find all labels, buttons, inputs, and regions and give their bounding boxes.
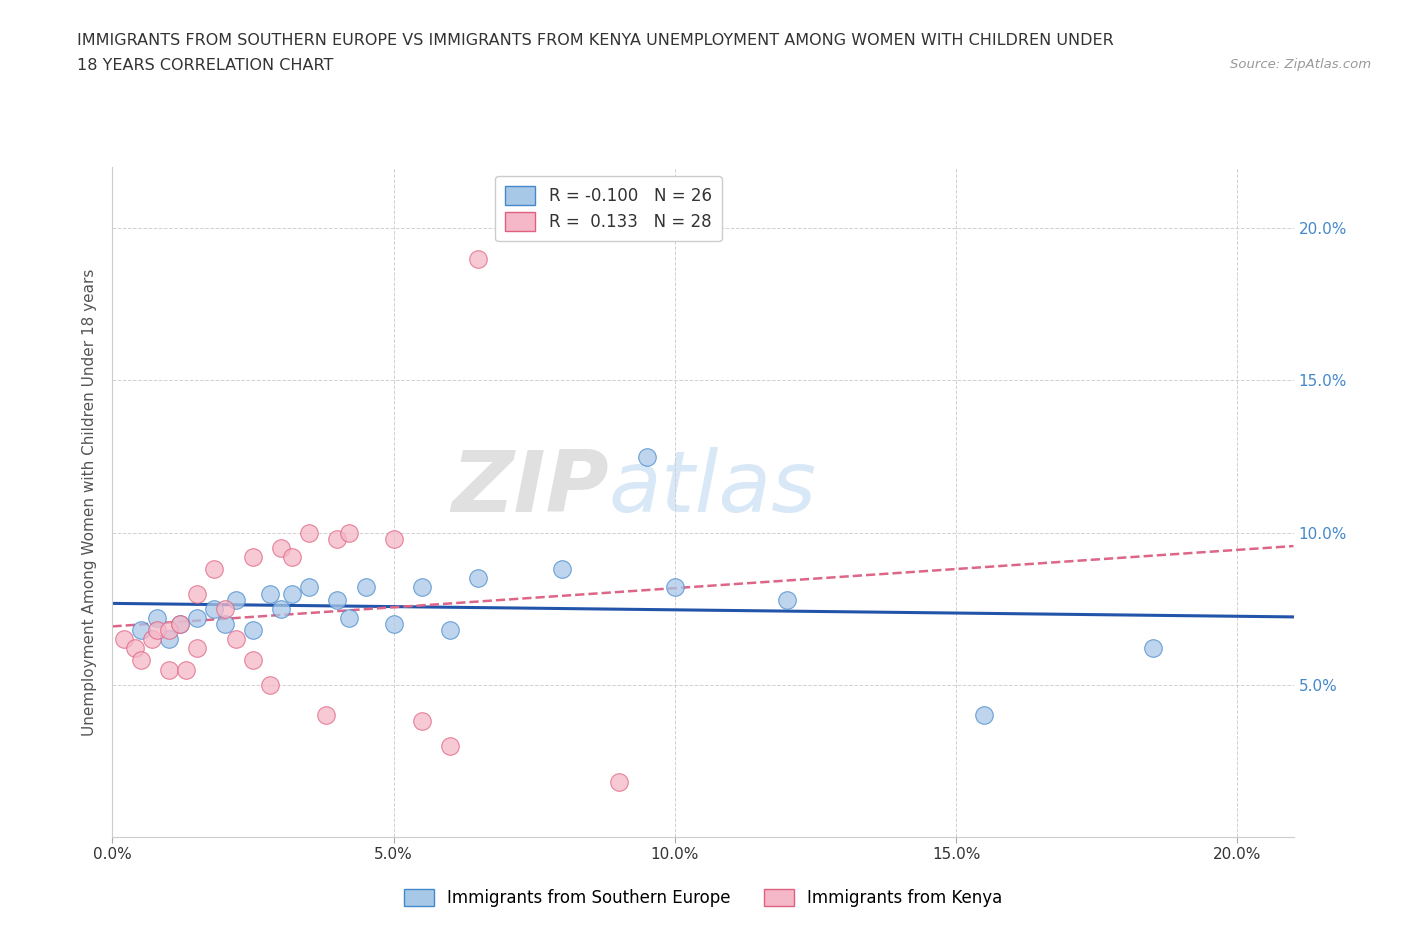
Point [411,714,433,729]
Point [214,602,236,617]
Point [326,592,349,607]
Point [973,708,995,723]
Point [169,617,191,631]
Point [146,610,169,625]
Point [298,525,321,540]
Point [270,540,292,555]
Point [467,251,489,266]
Text: Source: ZipAtlas.com: Source: ZipAtlas.com [1230,58,1371,71]
Point [776,592,799,607]
Point [225,592,247,607]
Point [242,653,264,668]
Point [129,622,152,637]
Point [551,562,574,577]
Point [382,531,405,546]
Point [315,708,337,723]
Point [439,738,461,753]
Text: IMMIGRANTS FROM SOUTHERN EUROPE VS IMMIGRANTS FROM KENYA UNEMPLOYMENT AMONG WOME: IMMIGRANTS FROM SOUTHERN EUROPE VS IMMIG… [77,33,1114,47]
Point [186,610,208,625]
Text: 18 YEARS CORRELATION CHART: 18 YEARS CORRELATION CHART [77,58,333,73]
Point [112,631,135,646]
Point [337,525,360,540]
Point [259,586,281,601]
Point [382,617,405,631]
Point [186,586,208,601]
Point [298,580,321,595]
Point [174,662,197,677]
Y-axis label: Unemployment Among Women with Children Under 18 years: Unemployment Among Women with Children U… [82,269,97,736]
Point [281,586,304,601]
Point [186,641,208,656]
Point [326,531,349,546]
Point [225,631,247,646]
Point [129,653,152,668]
Point [664,580,686,595]
Text: atlas: atlas [609,447,817,530]
Point [354,580,377,595]
Legend: Immigrants from Southern Europe, Immigrants from Kenya: Immigrants from Southern Europe, Immigra… [395,881,1011,916]
Point [242,550,264,565]
Point [411,580,433,595]
Point [157,622,180,637]
Point [214,617,236,631]
Point [157,631,180,646]
Point [636,449,658,464]
Point [281,550,304,565]
Point [202,602,225,617]
Point [157,662,180,677]
Point [259,677,281,692]
Point [202,562,225,577]
Point [169,617,191,631]
Point [124,641,146,656]
Point [439,622,461,637]
Point [146,622,169,637]
Point [270,602,292,617]
Point [242,622,264,637]
Point [337,610,360,625]
Text: ZIP: ZIP [451,447,609,530]
Point [1142,641,1164,656]
Point [607,775,630,790]
Point [467,571,489,586]
Point [141,631,163,646]
